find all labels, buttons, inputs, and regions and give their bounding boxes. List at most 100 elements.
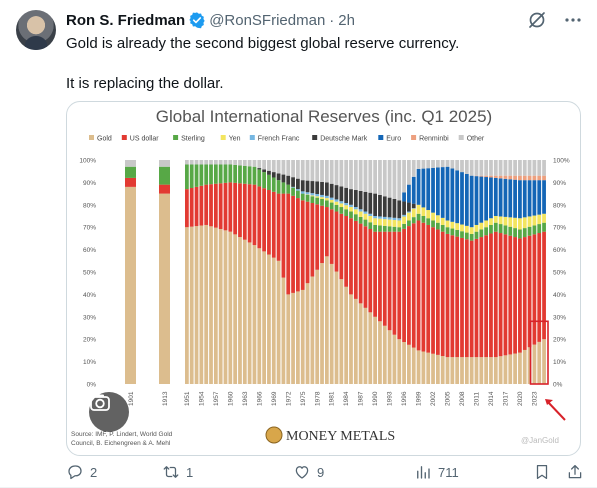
x-tick-label: 1969 — [271, 391, 278, 406]
bar-segment — [421, 351, 426, 384]
repost-button[interactable]: 1 — [162, 463, 193, 481]
bar-segment — [373, 316, 378, 384]
like-button[interactable]: 9 — [293, 463, 324, 481]
bar-segment — [281, 182, 286, 194]
bar-segment — [431, 212, 435, 221]
bar-segment — [392, 220, 397, 227]
bar-segment — [498, 224, 503, 234]
bar-segment — [324, 195, 329, 199]
bar-2003 — [435, 160, 440, 384]
bar-segment — [435, 229, 440, 355]
bar-segment — [329, 197, 334, 200]
tweet-text-line-2: It is replacing the dollar. — [66, 75, 224, 92]
bar-segment — [503, 216, 508, 226]
bar-segment — [324, 182, 329, 196]
bar-segment — [508, 175, 513, 180]
bar-segment — [489, 177, 493, 219]
bar-2023 — [532, 160, 537, 384]
bar-segment — [378, 231, 382, 322]
x-tick-label: 2005 — [445, 391, 452, 406]
bar-segment — [397, 227, 402, 232]
reply-button[interactable]: 2 — [66, 463, 97, 481]
bar-segment — [262, 188, 266, 252]
bar-1966 — [257, 160, 262, 384]
author-handle[interactable]: @RonSFriedman — [209, 11, 326, 29]
bar-1974 — [296, 160, 300, 384]
bar-segment — [489, 160, 493, 176]
bar-segment — [421, 160, 426, 169]
bar-segment — [353, 214, 358, 221]
bar-1964 — [247, 160, 252, 384]
bar-2010 — [469, 160, 474, 384]
bar-segment — [411, 347, 416, 384]
bar-segment — [296, 190, 300, 199]
bar-segment — [402, 160, 406, 193]
bar-segment — [305, 283, 310, 384]
x-tick-label: 1999 — [416, 391, 423, 406]
bar-segment — [281, 174, 286, 183]
bar-segment — [349, 189, 353, 205]
avatar[interactable] — [16, 10, 56, 50]
bar-segment — [363, 213, 368, 220]
share-button[interactable] — [566, 463, 584, 481]
y-tick-label-right: 70% — [553, 225, 566, 232]
bar-segment — [320, 160, 324, 182]
bar-segment — [402, 228, 406, 342]
bar-segment — [431, 227, 435, 354]
bar-segment — [213, 183, 218, 228]
bar-segment — [513, 160, 517, 176]
x-tick-label: 1901 — [128, 391, 135, 406]
y-tick-label-left: 40% — [83, 292, 96, 299]
chart-footer: Source: IMF, P. Lindert, World Gold Coun… — [71, 426, 559, 447]
bar-segment — [407, 344, 411, 384]
bar-segment — [407, 202, 411, 212]
bar-segment — [363, 219, 368, 227]
bar-segment — [373, 193, 378, 216]
bar-segment — [445, 227, 450, 234]
bar-segment — [522, 237, 527, 350]
author-name[interactable]: Ron S. Friedman — [66, 11, 186, 29]
bar-segment — [469, 357, 474, 384]
bar-segment — [527, 160, 532, 176]
y-tick-label-right: 100% — [553, 158, 570, 165]
grok-icon[interactable] — [527, 10, 547, 30]
bar-segment — [498, 160, 503, 176]
bar-segment — [435, 167, 440, 216]
bar-1995 — [397, 160, 402, 384]
lens-search-icon[interactable] — [89, 392, 129, 432]
tweet-media-image[interactable]: Global International Reserves (inc. Q1 2… — [66, 101, 581, 456]
bar-segment — [503, 175, 508, 179]
y-tick-label-right: 50% — [553, 270, 566, 277]
bar-segment — [281, 277, 286, 384]
more-icon[interactable] — [563, 10, 583, 30]
bar-segment — [460, 357, 464, 384]
views-button[interactable]: 711 — [414, 463, 459, 481]
bar-segment — [464, 173, 469, 226]
bar-segment — [305, 192, 310, 195]
bar-segment — [286, 175, 291, 185]
legend-label: Gold — [97, 136, 112, 143]
bar-1970 — [276, 160, 281, 384]
y-tick-label-right: 0% — [553, 382, 563, 389]
bar-segment — [537, 224, 542, 234]
bar-segment — [464, 225, 469, 233]
bar-2017 — [503, 160, 508, 384]
bar-segment — [460, 224, 464, 232]
bar-segment — [194, 226, 199, 384]
timestamp[interactable]: 2h — [338, 11, 355, 29]
legend-swatch — [378, 135, 384, 140]
bar-segment — [252, 184, 257, 246]
bar-segment — [513, 179, 517, 218]
bar-segment — [267, 190, 271, 255]
bar-segment — [484, 177, 489, 221]
bar-segment — [300, 180, 305, 192]
bar-segment — [213, 160, 218, 165]
bar-segment — [315, 269, 320, 384]
bar-segment — [334, 185, 339, 200]
bar-segment — [238, 237, 242, 384]
bar-segment — [542, 160, 546, 176]
bookmark-button[interactable] — [533, 463, 551, 481]
bar-segment — [532, 180, 537, 216]
y-tick-label-left: 60% — [83, 247, 96, 254]
bar-segment — [271, 257, 276, 384]
